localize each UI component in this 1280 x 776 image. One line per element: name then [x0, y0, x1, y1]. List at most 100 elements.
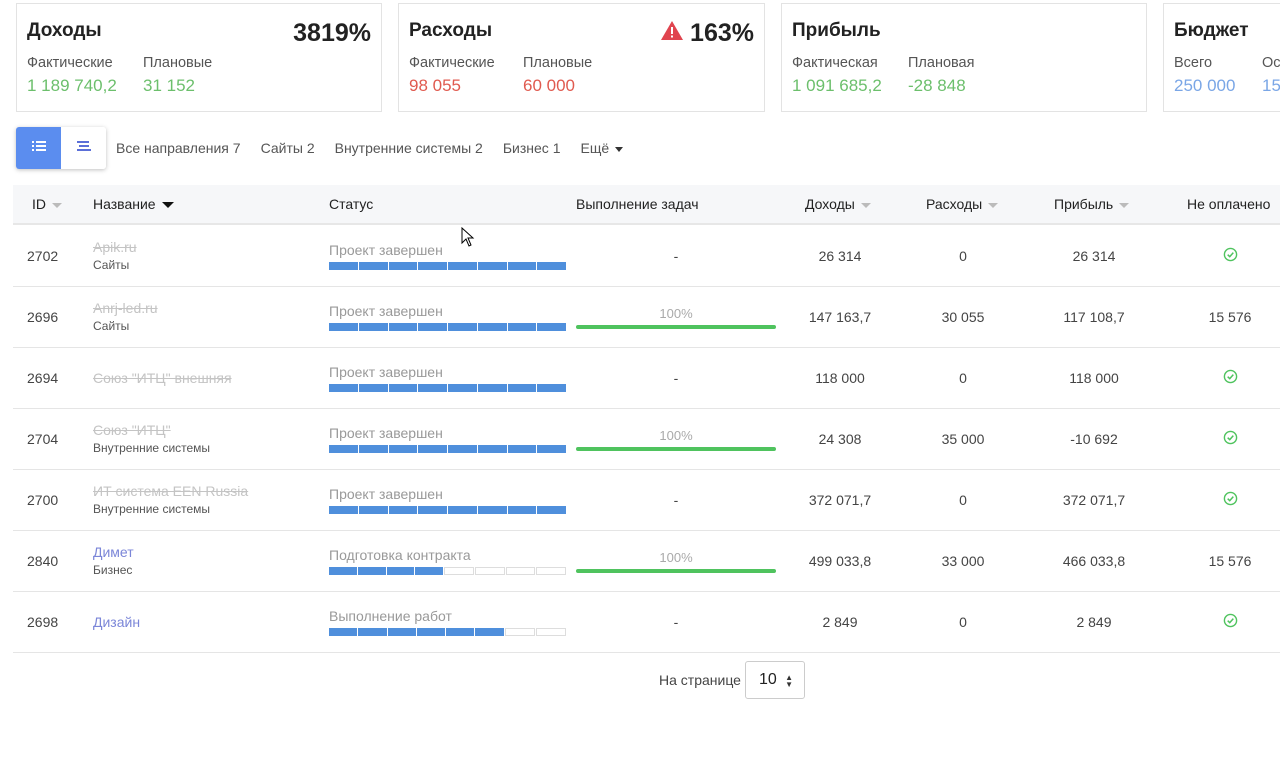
list-view-button[interactable]: [16, 127, 61, 169]
table-row[interactable]: 2840 Димет Бизнес Подготовка контракта 100% 4…: [13, 531, 1280, 592]
progress-segment: [446, 628, 475, 636]
list-icon: [31, 139, 46, 157]
table-row[interactable]: 2696 Anrj-led.ru Сайты Проект завершен 100% 1…: [13, 287, 1280, 348]
row-id: 2700: [27, 492, 59, 508]
expenses-card: Расходы 163% Фактические 98 055 Плановые…: [398, 3, 765, 112]
task-progress-bar: [576, 569, 776, 573]
compact-view-button[interactable]: [61, 127, 106, 169]
progress-segment: [418, 384, 447, 392]
table-row[interactable]: 2698 Дизайн Выполнение работ - 2 849 0 2 849: [13, 592, 1280, 653]
row-income: 372 071,7: [808, 492, 872, 508]
table-row[interactable]: 2704 Союз "ИТЦ" Внутренние системы Проект з…: [13, 409, 1280, 470]
progress-segment: [507, 445, 537, 453]
row-task-percent: 100%: [659, 428, 693, 443]
expenses-actual: Фактические 98 055: [409, 55, 495, 95]
expenses-card-title: Расходы: [409, 20, 493, 41]
row-name-link[interactable]: Apik.ru: [93, 239, 137, 255]
row-expenses: 0: [959, 492, 967, 508]
progress-segment: [418, 323, 447, 331]
progress-segment: [358, 628, 387, 636]
status-progress-bar: [329, 445, 566, 453]
row-name-link[interactable]: Anrj-led.ru: [93, 300, 158, 316]
progress-segment: [358, 384, 388, 392]
progress-segment: [358, 262, 388, 270]
align-icon: [76, 139, 91, 157]
profit-planned: Плановая -28 848: [908, 55, 975, 95]
row-unpaid: 15 576: [1208, 553, 1252, 569]
filter-sites[interactable]: Сайты 2: [260, 140, 315, 156]
budget-card: Бюджет Всего 250 000 Ос 15: [1163, 3, 1280, 112]
row-status: Проект завершен: [329, 364, 443, 380]
column-name[interactable]: Название: [93, 196, 174, 212]
row-expenses: 33 000: [941, 553, 985, 569]
task-progress-bar: [576, 447, 776, 451]
progress-segment: [507, 384, 537, 392]
row-category: Внутренние системы: [93, 441, 211, 455]
status-progress-bar: [329, 628, 566, 636]
per-page-label: На странице: [659, 672, 741, 688]
row-id: 2694: [27, 370, 59, 386]
row-expenses: 0: [959, 248, 967, 264]
income-planned: Плановые 31 152: [143, 55, 213, 95]
warning-icon: [660, 19, 684, 48]
column-unpaid: Не оплачено: [1187, 196, 1271, 212]
column-profit[interactable]: Прибыль: [1054, 196, 1130, 212]
income-percent: 3819%: [293, 19, 371, 47]
status-progress-bar: [329, 384, 566, 392]
row-income: 2 849: [822, 614, 858, 630]
progress-segment: [448, 445, 477, 453]
filter-all[interactable]: Все направления 7: [116, 140, 241, 156]
row-name-link[interactable]: Союз "ИТЦ": [93, 422, 171, 438]
table-row[interactable]: 2694 Союз "ИТЦ" внешняя Проект завершен - 11…: [13, 348, 1280, 409]
filter-more-dropdown[interactable]: Ещё: [580, 140, 624, 156]
budget-card-title: Бюджет: [1174, 20, 1249, 41]
progress-segment: [477, 262, 507, 270]
row-category: Бизнес: [93, 563, 133, 577]
progress-segment: [477, 323, 507, 331]
income-actual: Фактические 1 189 740,2: [27, 55, 117, 95]
row-id: 2698: [27, 614, 59, 630]
row-name-link[interactable]: Дизайн: [93, 614, 141, 630]
row-name-link[interactable]: Союз "ИТЦ" внешняя: [93, 370, 232, 386]
sort-active-icon: [161, 202, 174, 209]
column-id[interactable]: ID: [32, 196, 62, 212]
sort-icon: [860, 202, 871, 208]
progress-segment: [537, 384, 566, 392]
row-name-link[interactable]: ИТ система EEN Russia: [93, 483, 249, 499]
mouse-cursor-icon: [461, 226, 475, 252]
progress-segment: [448, 262, 477, 270]
row-income: 499 033,8: [808, 553, 872, 569]
profit-actual: Фактическая 1 091 685,2: [792, 55, 882, 95]
row-expenses: 0: [959, 370, 967, 386]
row-profit: 118 000: [1069, 370, 1119, 386]
column-expenses[interactable]: Расходы: [926, 196, 999, 212]
expenses-percent: 163%: [660, 19, 754, 48]
progress-segment: [329, 628, 358, 636]
row-status: Подготовка контракта: [329, 547, 471, 563]
filter-internal[interactable]: Внутренние системы 2: [334, 140, 483, 156]
filter-business[interactable]: Бизнес 1: [502, 140, 561, 156]
row-profit: 466 033,8: [1062, 553, 1126, 569]
table-row[interactable]: 2700 ИТ система EEN Russia Внутренние сист…: [13, 470, 1280, 531]
progress-segment: [475, 628, 504, 636]
row-profit: -10 692: [1070, 431, 1118, 447]
progress-segment: [536, 567, 566, 575]
income-card-title: Доходы: [27, 20, 102, 41]
progress-segment: [386, 567, 415, 575]
row-profit: 26 314: [1072, 248, 1116, 264]
view-toggle: [16, 127, 106, 169]
per-page-select[interactable]: 10 ▲ ▼: [744, 661, 805, 699]
progress-segment: [387, 628, 416, 636]
row-status: Проект завершен: [329, 242, 443, 258]
row-name-link[interactable]: Димет: [93, 544, 134, 560]
row-profit: 372 071,7: [1062, 492, 1126, 508]
select-arrows-icon: ▲ ▼: [785, 673, 793, 689]
column-status: Статус: [329, 196, 374, 212]
progress-segment: [388, 445, 418, 453]
column-income[interactable]: Доходы: [805, 196, 871, 212]
table-row[interactable]: 2702 Apik.ru Сайты Проект завершен - 26 314 0 2…: [13, 226, 1280, 287]
progress-segment: [537, 445, 566, 453]
progress-segment: [388, 506, 418, 514]
progress-segment: [329, 445, 358, 453]
status-progress-bar: [329, 262, 566, 270]
